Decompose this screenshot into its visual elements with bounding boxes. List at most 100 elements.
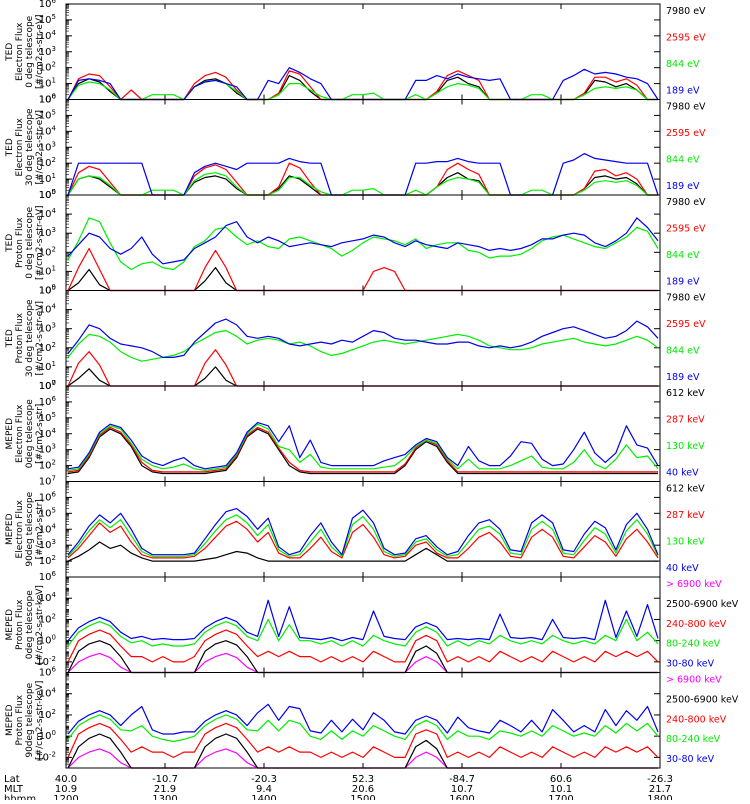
panel-1: 100 101 102 103 104 105 106 TED Electron Flux 0 d… <box>5 0 706 106</box>
x-row-label: MLT <box>4 784 24 795</box>
series-line-4 <box>67 508 659 556</box>
series-line-4 <box>67 217 659 265</box>
y-tick-label: 103 <box>39 226 56 239</box>
y-tick-label: 100 <box>39 729 56 742</box>
y-axis-label-line: TED <box>5 138 15 157</box>
y-tick-label: 102 <box>39 459 56 472</box>
y-axis-label-line: 30 deg telescope <box>25 108 35 186</box>
series-line-2 <box>67 349 658 387</box>
legend-label: 130 keV <box>666 441 705 452</box>
y-axis-label-line: 90deg telescope <box>25 682 35 757</box>
y-axis-label-line: 0deg telescope <box>25 590 35 660</box>
legend-label: 7980 eV <box>666 102 706 113</box>
x-row-label: hhmm <box>4 794 36 800</box>
y-tick-label: 106 <box>39 666 57 679</box>
y-axis-label-line: 0 deg telescope <box>25 206 35 278</box>
x-tick-label-lat: 40.0 <box>55 774 77 785</box>
y-tick-label: 100 <box>39 93 56 106</box>
y-axis-label-line: [#/cm2-s-str-eV] <box>35 205 45 280</box>
x-tick-label-lat: -10.7 <box>152 774 178 785</box>
x-tick-label-hhmm: 1700 <box>548 794 573 800</box>
legend-label: 2595 eV <box>666 128 706 139</box>
legend-label: > 6900 keV <box>666 675 722 686</box>
y-tick-label: 105 <box>39 506 56 519</box>
y-tick-label: 104 <box>39 303 57 316</box>
series-line-3 <box>67 217 659 271</box>
y-tick-label: 106 <box>39 0 57 10</box>
y-tick-label: 101 <box>39 77 56 90</box>
legend-label: 2595 eV <box>666 319 706 330</box>
legend-label: 80-240 keV <box>666 639 721 650</box>
legend-label: 40 keV <box>666 563 699 574</box>
panel-5: 102 103 104 105 106 107 MEPED Electron Flux 0deg… <box>5 379 705 482</box>
y-tick-label: 100 <box>39 379 56 392</box>
y-axis-label-line: MEPED <box>5 609 15 641</box>
y-tick-label: 105 <box>39 188 56 201</box>
legend-label: > 6900 keV <box>666 579 722 590</box>
y-tick-label: 107 <box>39 475 56 488</box>
y-tick-label: 105 <box>39 13 56 26</box>
legend-label: 240-800 keV <box>666 619 727 630</box>
panel-8: 10-2 100 102 104 106 MEPED Proton Flux 90deg te… <box>5 666 739 769</box>
panel-frame <box>65 672 661 769</box>
y-tick-label: 105 <box>39 411 56 424</box>
y-axis-label-line: [#/cm2-s-str-keV] <box>35 681 45 760</box>
y-tick-label: 101 <box>39 264 56 277</box>
series-line-3 <box>67 423 659 471</box>
y-axis-label-line: [#/cm2-s-str-eV] <box>35 14 45 89</box>
panel-7: 10-2 100 102 104 106 MEPED Proton Flux 0deg tel… <box>5 570 739 674</box>
x-tick-label-mlt: 21.9 <box>154 784 176 795</box>
y-tick-label: 100 <box>39 634 56 647</box>
y-tick-label: 10-2 <box>36 750 56 763</box>
y-tick-label: 102 <box>39 554 56 567</box>
x-tick-label-mlt: 9.4 <box>256 784 272 795</box>
series-line-4 <box>67 618 659 647</box>
x-tick-label-mlt: 10.7 <box>451 784 473 795</box>
y-axis-label-line: 0 deg telescope <box>25 15 35 87</box>
legend-label: 189 eV <box>666 277 700 288</box>
x-tick-label-hhmm: 1500 <box>350 794 375 800</box>
y-tick-label: 102 <box>39 156 56 169</box>
legend-label: 844 eV <box>666 59 700 70</box>
y-axis-label-line: Proton Flux <box>15 694 25 745</box>
series-line-4 <box>67 714 659 743</box>
legend-label: 30-80 keV <box>666 754 715 765</box>
series-line-2 <box>67 247 658 292</box>
panel-3: 100 101 102 103 104 105 TED Proton Flux 0 deg te… <box>5 188 706 297</box>
y-axis-label-line: [#/cm2-s-str-eV] <box>35 301 45 376</box>
y-axis-label-line: Electron Flux <box>15 117 25 176</box>
series-line-3 <box>67 722 659 759</box>
y-axis-label-line: [#/cm2-s-str] <box>35 499 45 559</box>
y-axis-label-line: TED <box>5 329 15 348</box>
y-tick-label: 102 <box>39 708 56 721</box>
panel-frame <box>65 576 661 673</box>
x-tick-label-hhmm: 1200 <box>53 794 78 800</box>
y-axis-label-line: Proton Flux <box>15 599 25 650</box>
series-line-1 <box>67 428 658 475</box>
y-tick-label: 103 <box>39 45 56 58</box>
y-axis-label-line: 90deg telescope <box>25 491 35 566</box>
y-tick-label: 104 <box>39 124 57 137</box>
panel-2: 100 101 102 103 104 105 106 TED Electron Flux 30 … <box>5 93 706 202</box>
y-axis-label-line: [#/cm2-s-str-eV] <box>35 110 45 185</box>
y-axis-label-line: MEPED <box>5 704 15 736</box>
x-tick-label-mlt: 10.1 <box>550 784 572 795</box>
y-axis-label-line: TED <box>5 43 15 62</box>
y-axis-label-line: MEPED <box>5 513 15 545</box>
y-tick-label: 104 <box>39 591 57 604</box>
x-tick-label-mlt: 20.6 <box>352 784 374 795</box>
panel-frame <box>65 385 661 482</box>
y-tick-label: 102 <box>39 341 56 354</box>
legend-label: 2500-6900 keV <box>666 599 739 610</box>
series-line-3 <box>67 514 659 557</box>
series-line-3 <box>67 330 659 362</box>
legend-label: 287 keV <box>666 510 705 521</box>
legend-label: 7980 eV <box>666 293 706 304</box>
y-tick-label: 10-2 <box>36 655 56 668</box>
y-axis-label-line: TED <box>5 234 15 253</box>
legend-label: 189 eV <box>666 86 700 97</box>
legend-label: 189 eV <box>666 372 700 383</box>
y-tick-label: 100 <box>39 188 56 201</box>
legend-label: 30-80 keV <box>666 659 715 670</box>
